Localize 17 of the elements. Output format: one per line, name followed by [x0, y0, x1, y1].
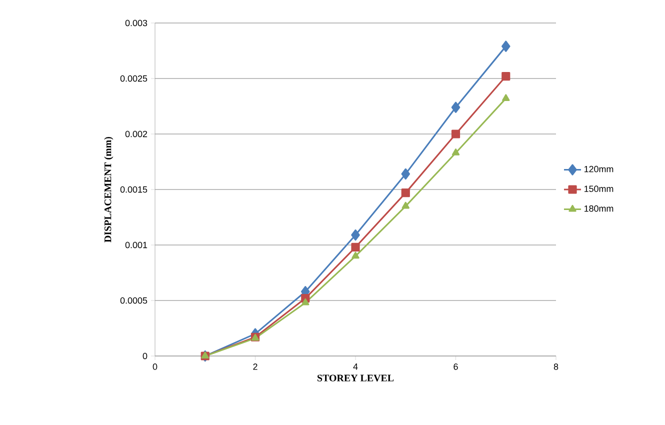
x-tick-label: 4 [353, 364, 358, 370]
legend-label: 120mm [584, 166, 614, 172]
y-tick-label: 0.001 [125, 242, 148, 248]
x-tick-label: 0 [152, 364, 158, 370]
legend-label: 150mm [584, 186, 614, 192]
y-tick-label: 0.0005 [120, 297, 148, 304]
x-axis-title: STOREY LEVEL [318, 374, 394, 382]
legend-label: 180mm [584, 205, 614, 212]
x-tick-label: 6 [454, 364, 458, 370]
y-tick-label: 0.0025 [120, 75, 148, 82]
x-tick-label: 8 [554, 364, 558, 370]
y-tick-label: 0.003 [125, 20, 148, 26]
y-tick-label: 0 [142, 352, 148, 360]
x-tick-label: 2 [253, 364, 258, 370]
y-tick-label: 0.0015 [120, 186, 148, 193]
y-tick-label: 0.002 [125, 130, 148, 138]
y-axis-title: DISPLACEMENT (mm) [104, 136, 114, 242]
